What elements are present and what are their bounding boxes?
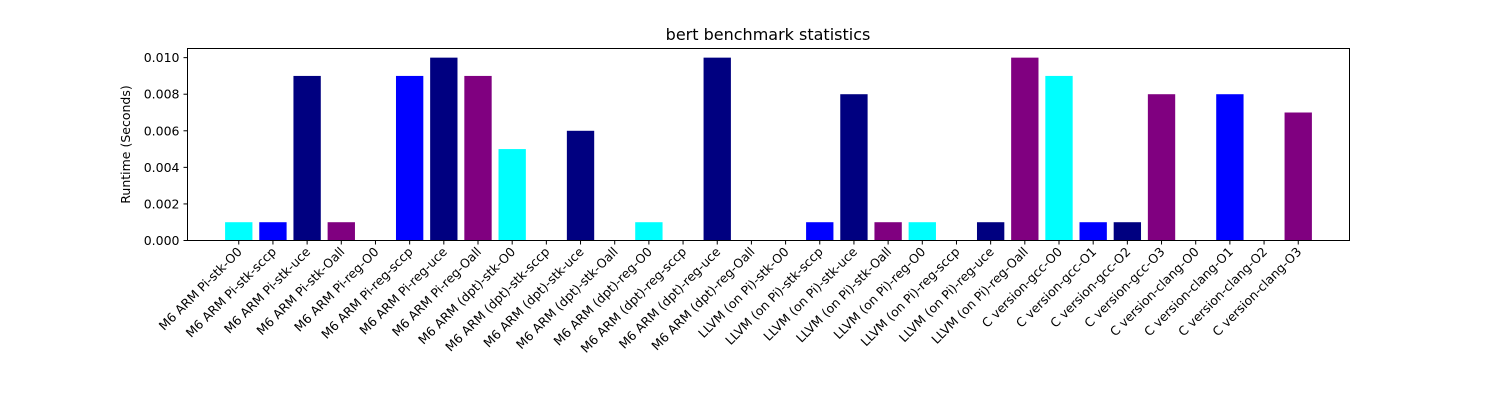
y-tick-label: 0.004 <box>144 160 180 175</box>
bar <box>806 222 834 241</box>
bar <box>908 222 936 241</box>
chart-title: bert benchmark statistics <box>666 25 871 44</box>
bar <box>1216 94 1244 241</box>
bar <box>498 149 526 241</box>
bar <box>874 222 902 241</box>
bar <box>635 222 663 241</box>
y-tick-label: 0.010 <box>144 50 180 65</box>
y-axis-label: Runtime (Seconds) <box>118 85 133 203</box>
bar <box>703 57 731 241</box>
bar <box>464 75 492 241</box>
bar <box>225 222 253 241</box>
y-axis: 0.000 0.002 0.004 0.006 0.008 0.010 <box>144 50 188 248</box>
bar <box>1045 75 1073 241</box>
bar <box>293 75 321 241</box>
bar <box>395 75 424 241</box>
bar <box>327 222 355 241</box>
bar <box>976 222 1005 241</box>
bar <box>840 94 868 241</box>
bar <box>566 130 595 241</box>
bar <box>430 57 458 241</box>
bars-group <box>225 57 1312 241</box>
y-tick-label: 0.008 <box>144 87 180 102</box>
bar <box>1079 222 1107 241</box>
bar <box>1011 57 1039 241</box>
bar <box>1147 94 1176 241</box>
y-tick-label: 0.006 <box>144 123 180 138</box>
y-tick-label: 0.002 <box>144 196 180 211</box>
bar <box>1113 222 1142 241</box>
y-tick-label: 0.000 <box>144 233 180 248</box>
plot-frame <box>187 48 1350 241</box>
bar <box>259 222 287 241</box>
bar <box>1284 112 1312 241</box>
